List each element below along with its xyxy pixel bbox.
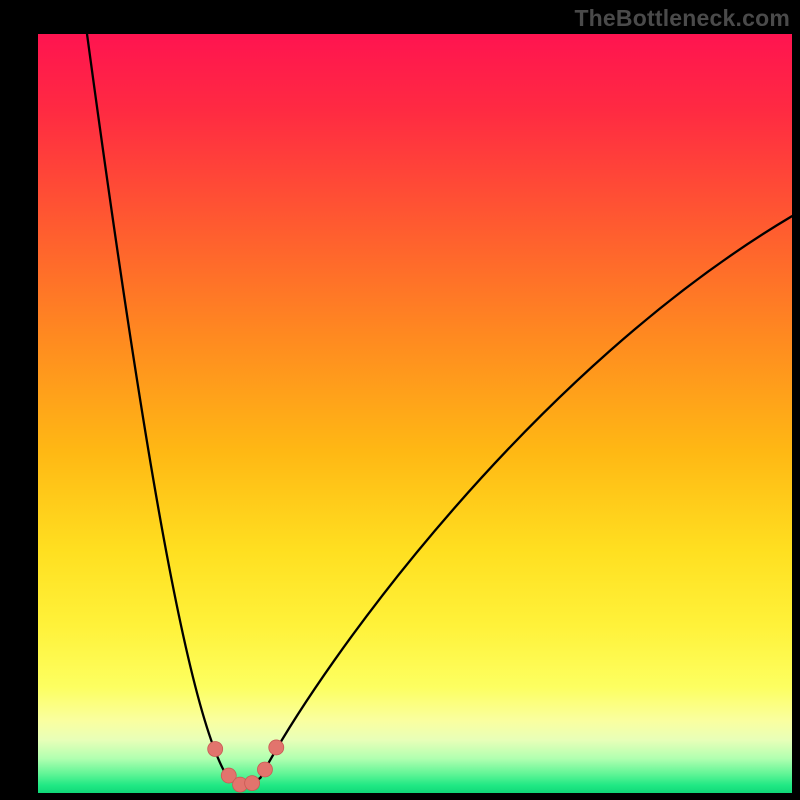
plot-area: [38, 34, 792, 793]
valley-marker: [245, 776, 260, 791]
valley-marker: [221, 768, 236, 783]
chart-svg: [38, 34, 792, 793]
valley-marker: [233, 777, 248, 792]
valley-marker: [257, 762, 272, 777]
valley-marker: [208, 741, 223, 756]
attribution-label: TheBottleneck.com: [574, 5, 790, 32]
bottleneck-curve: [87, 34, 792, 784]
valley-marker: [269, 740, 284, 755]
